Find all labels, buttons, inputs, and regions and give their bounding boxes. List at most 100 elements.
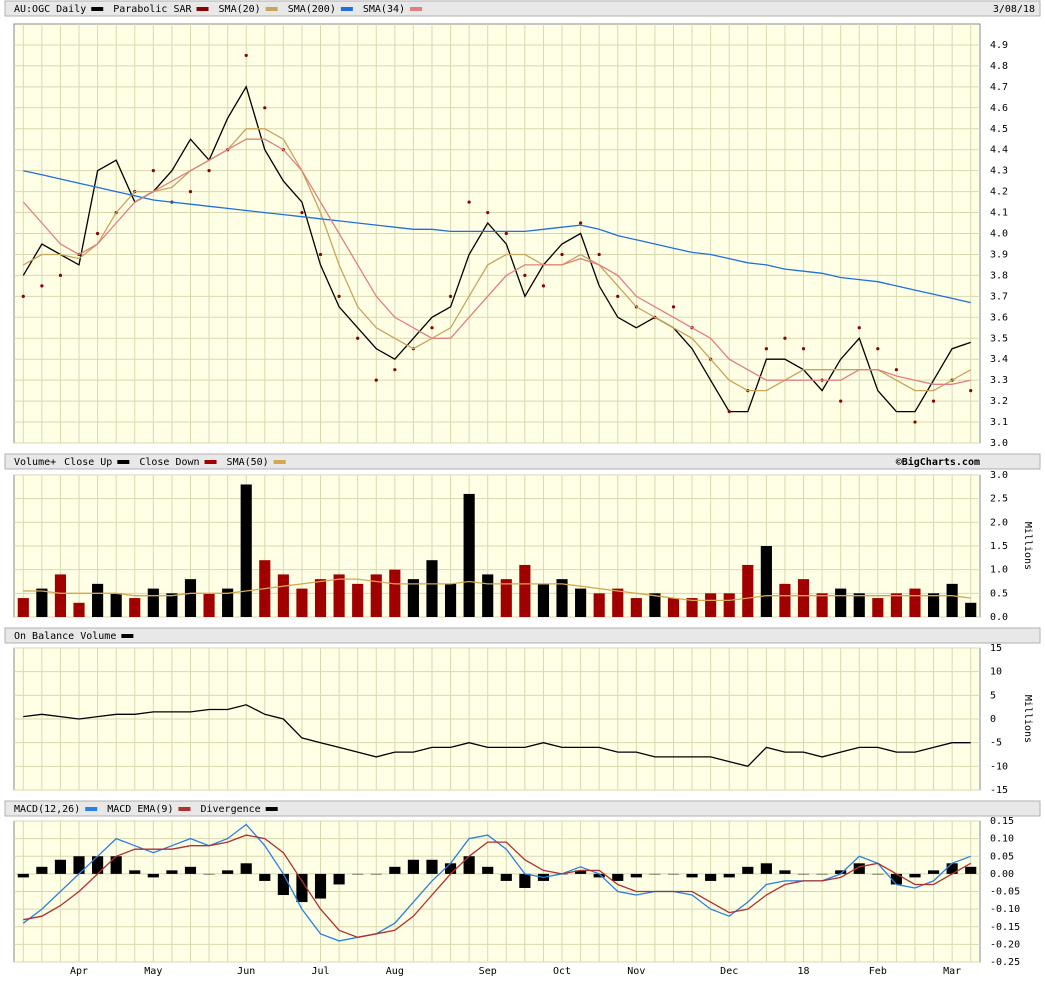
legend-swatch — [265, 807, 278, 811]
y-tick-label: 4.7 — [990, 82, 1008, 93]
bar — [909, 873, 921, 878]
sar-dot — [356, 336, 360, 340]
bar — [110, 593, 122, 617]
bar — [203, 873, 215, 875]
y-tick-label: -5 — [990, 738, 1002, 749]
bar — [370, 873, 382, 875]
bar — [407, 859, 419, 874]
bar — [444, 583, 457, 617]
x-tick-label: Feb — [869, 966, 887, 977]
bar — [927, 870, 940, 874]
legend-swatch — [340, 7, 353, 11]
legend-label: MACD EMA(9) — [107, 804, 173, 815]
bar — [277, 574, 289, 617]
bar — [184, 866, 197, 874]
x-tick-label: Mar — [943, 966, 961, 977]
bar — [946, 863, 958, 874]
sar-dot — [783, 336, 787, 340]
sar-dot — [560, 252, 564, 257]
bar — [426, 560, 438, 617]
y-tick-label: -15 — [990, 785, 1008, 796]
bar — [612, 873, 624, 881]
y-tick-label: 10 — [990, 667, 1002, 678]
legend-swatch — [117, 460, 130, 464]
bar — [760, 546, 772, 617]
y-tick-label: 4.2 — [990, 187, 1008, 198]
y-tick-label: 3.4 — [990, 354, 1008, 365]
sar-dot — [894, 368, 899, 372]
y-tick-label: 5 — [990, 690, 996, 701]
sar-dot — [58, 273, 63, 277]
bar — [946, 583, 958, 617]
bar — [222, 588, 234, 617]
y-axis-label: Millions — [1022, 522, 1033, 570]
y-tick-label: 4.8 — [990, 61, 1008, 72]
series-line — [23, 834, 972, 938]
bar — [797, 873, 810, 875]
bar — [240, 484, 252, 617]
bar — [333, 873, 345, 885]
legend-label: AU:OGC Daily — [14, 4, 86, 15]
bar — [184, 579, 197, 617]
y-tick-label: 4.9 — [990, 40, 1008, 51]
y-tick-label: 3.5 — [990, 333, 1008, 344]
sar-dot — [430, 326, 434, 330]
sar-dot — [578, 221, 583, 225]
y-tick-label: 3.1 — [990, 417, 1008, 428]
bar — [519, 564, 531, 617]
y-tick-label: 0 — [990, 714, 996, 725]
sar-dot — [857, 326, 861, 330]
bar — [705, 873, 717, 881]
bar — [965, 602, 977, 617]
sar-dot — [913, 420, 917, 424]
y-tick-label: 3.9 — [990, 249, 1008, 260]
y-tick-label: 3.8 — [990, 270, 1008, 281]
bar — [314, 873, 327, 899]
legend-swatch — [265, 7, 278, 11]
legend-label: Parabolic SAR — [113, 4, 192, 15]
legend-swatch — [196, 7, 209, 11]
y-tick-label: 3.2 — [990, 396, 1008, 407]
bar — [240, 863, 252, 874]
bar — [296, 588, 308, 617]
bar — [166, 593, 178, 617]
y-tick-label: 1.5 — [990, 541, 1008, 552]
bar — [853, 593, 865, 617]
bar — [129, 598, 141, 617]
bar — [593, 873, 605, 878]
bar — [872, 598, 884, 617]
bar — [92, 583, 104, 617]
y-axis-label: Millions — [1022, 695, 1033, 743]
x-tick-label: May — [144, 966, 162, 977]
bar — [389, 569, 401, 617]
bar — [593, 593, 605, 617]
bar — [166, 870, 178, 874]
legend-swatch — [204, 460, 217, 464]
series-line — [23, 578, 971, 602]
bar — [890, 873, 902, 885]
y-tick-label: 0.05 — [990, 851, 1014, 862]
bar — [73, 856, 85, 874]
legend-label: On Balance Volume — [14, 631, 116, 642]
sar-dot — [597, 252, 601, 257]
series-line — [23, 704, 971, 768]
chart-date: 3/08/18 — [993, 4, 1035, 15]
legend-swatch — [121, 634, 134, 638]
bar — [147, 588, 159, 617]
bar — [54, 574, 67, 617]
legend-swatch — [178, 807, 191, 811]
sar-dot — [671, 305, 676, 309]
y-tick-label: 2.0 — [990, 517, 1008, 528]
sar-dot — [876, 347, 880, 351]
legend-label: SMA(200) — [288, 4, 336, 15]
bar — [742, 564, 754, 617]
panel-header — [4, 0, 1041, 17]
bar — [630, 598, 642, 617]
sar-dot — [969, 389, 973, 393]
bar — [500, 579, 512, 617]
sar-dot — [300, 210, 304, 215]
sar-dot — [188, 190, 193, 194]
bar — [463, 493, 475, 617]
bar — [110, 856, 122, 874]
y-tick-label: 4.5 — [990, 124, 1008, 135]
